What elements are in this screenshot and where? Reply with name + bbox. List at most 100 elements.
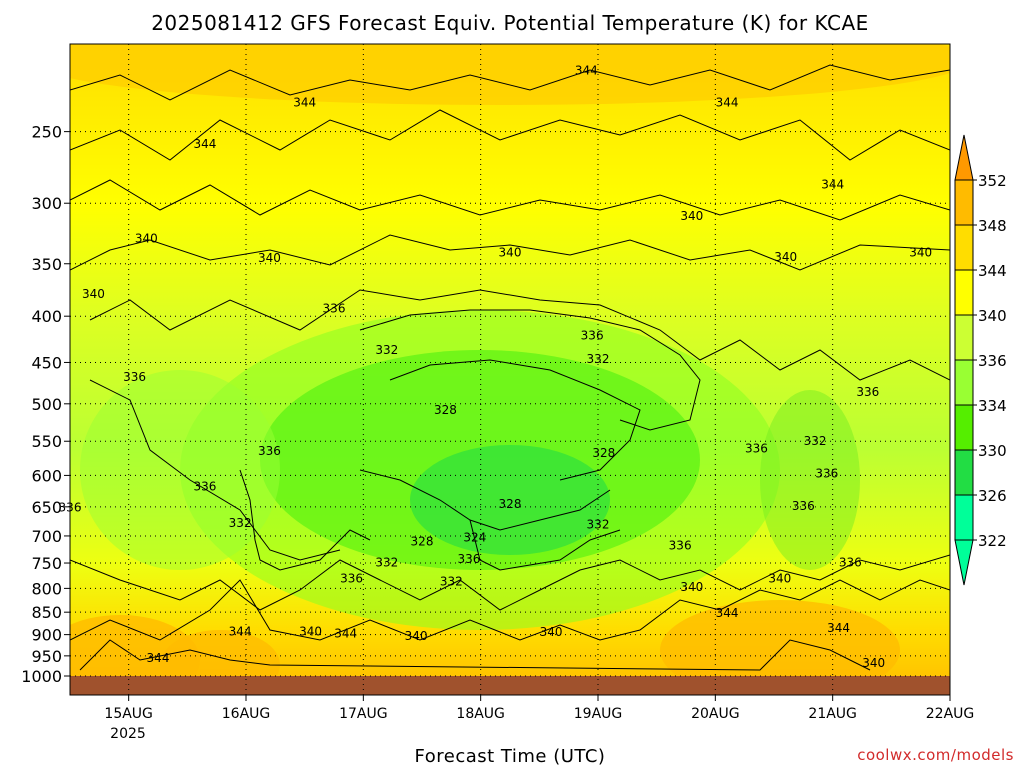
contour-label: 344	[827, 621, 850, 635]
y-tick-label: 400	[31, 307, 62, 326]
contour-label: 328	[499, 497, 522, 511]
contour-line-348	[79, 639, 871, 671]
contour-line-336	[89, 289, 950, 381]
field-blob-east-green	[760, 390, 860, 570]
colorbar-segment	[954, 449, 974, 496]
contour-label: 332	[587, 352, 610, 366]
contour-label: 336	[457, 552, 480, 566]
contour-label: 340	[680, 209, 703, 223]
field-blob-west-green	[80, 370, 280, 570]
credit-text: coolwx.com/models	[857, 746, 1014, 764]
y-tick-label: 1000	[21, 667, 62, 686]
colorbar-segment	[954, 269, 974, 316]
colorbar-label: 330	[978, 442, 1007, 460]
contour-line-328	[389, 359, 641, 481]
contour-label: 336	[123, 370, 146, 384]
y-tick-label: 600	[31, 466, 62, 485]
contour-label: 332	[587, 518, 610, 532]
contour-label: 336	[745, 441, 768, 455]
colorbar-label: 326	[978, 487, 1007, 505]
x-tick-label: 16AUG	[222, 706, 271, 722]
contour-label: 344	[575, 64, 598, 78]
contour-line-340	[70, 234, 950, 271]
contour-label: 340	[680, 580, 703, 594]
colorbar-label: 334	[978, 397, 1007, 415]
field-blob-lower-orange-east	[660, 600, 900, 695]
y-tick-label: 250	[31, 123, 62, 142]
contour-label: 344	[716, 95, 739, 109]
field-blob-upper-orange	[70, 44, 950, 105]
contour-label: 344	[229, 625, 252, 639]
y-tick-label: 850	[31, 603, 62, 622]
colorbar-segment	[954, 224, 974, 271]
x-tick-year: 2025	[110, 726, 146, 742]
colorbar-extend-bottom	[954, 539, 974, 586]
colorbar-label: 344	[978, 262, 1007, 280]
colorbar: 352 348 344 340 336 334 330 326 322	[954, 134, 1007, 586]
contour-label: 336	[340, 571, 363, 585]
colorbar-label: 340	[978, 307, 1007, 325]
colorbar-extend-top	[954, 134, 974, 181]
contour-label: 340	[405, 629, 428, 643]
y-tick-label: 450	[31, 353, 62, 372]
contour-label: 324	[463, 531, 486, 545]
x-tick-label: 20AUG	[691, 706, 740, 722]
colorbar-segment	[954, 314, 974, 361]
x-tick-label: 22AUG	[926, 706, 975, 722]
field-blob-core-green	[410, 445, 610, 555]
y-tick-label: 950	[31, 647, 62, 666]
colorbar-label: 352	[978, 172, 1007, 190]
contour-line-344	[70, 64, 950, 101]
contour-label: 340	[299, 625, 322, 639]
x-tick-label: 18AUG	[456, 706, 505, 722]
y-tick-label: 300	[31, 194, 62, 213]
colorbar-label: 322	[978, 532, 1007, 550]
y-tick-label: 750	[31, 554, 62, 573]
contour-line-332	[89, 379, 341, 561]
contour-label: 344	[334, 626, 357, 640]
chart-title: 2025081412 GFS Forecast Equiv. Potential…	[151, 11, 869, 35]
contour-label: 340	[540, 625, 563, 639]
contour-label: 344	[147, 651, 170, 665]
y-axis: 250 300 350 400 450 500 550 600 650 700 750 800 850 9…	[21, 123, 70, 686]
contour-line-340	[70, 179, 950, 221]
x-tick-label: 17AUG	[339, 706, 388, 722]
contour-label: 340	[909, 245, 932, 259]
plot-frame	[69, 43, 951, 696]
contour-label: 336	[856, 385, 879, 399]
contour-line-344	[70, 579, 950, 641]
plot-area: 344 344 344 344 344 340 340 340 340 340 340 340 336 3…	[59, 43, 951, 696]
contour-line-336	[469, 519, 621, 571]
y-tick-label: 650	[31, 498, 62, 517]
colorbar-label: 348	[978, 217, 1007, 235]
contour-label: 344	[293, 95, 316, 109]
x-axis: 15AUG 16AUG 17AUG 18AUG 19AUG 20AUG 21AUG 22AUG	[104, 695, 974, 722]
colorbar-segment	[954, 359, 974, 406]
y-tick-label: 800	[31, 579, 62, 598]
contour-label: 332	[375, 343, 398, 357]
contour-label: 340	[862, 656, 885, 670]
contour-label: 336	[815, 466, 838, 480]
contour-label: 336	[839, 556, 862, 570]
y-tick-label: 900	[31, 626, 62, 645]
contour-label: 340	[768, 571, 791, 585]
contour-line-332	[359, 309, 701, 431]
contour-label: 344	[193, 137, 216, 151]
x-tick-label: 19AUG	[574, 706, 623, 722]
y-tick-label: 550	[31, 432, 62, 451]
contour-label: 332	[440, 574, 463, 588]
gridlines	[70, 44, 951, 695]
contour-line-328	[359, 469, 611, 531]
contour-label: 336	[323, 301, 346, 315]
contour-label: 336	[669, 538, 692, 552]
colorbar-segment	[954, 179, 974, 226]
contour-line-340	[70, 554, 950, 611]
x-axis-label: Forecast Time (UTC)	[415, 746, 606, 767]
colorbar-segment	[954, 404, 974, 451]
contour-label: 340	[135, 231, 158, 245]
contour-label: 328	[411, 535, 434, 549]
contour-label: 344	[716, 606, 739, 620]
contour-label: 336	[258, 444, 281, 458]
contour-label: 332	[375, 556, 398, 570]
